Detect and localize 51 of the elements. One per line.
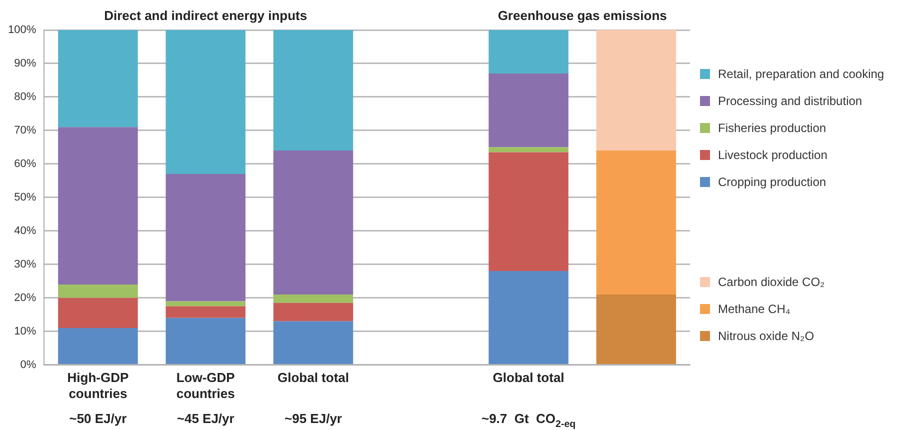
y-tick-label: 80% <box>14 90 36 103</box>
bar <box>273 150 354 294</box>
y-tick-label: 0% <box>20 358 36 371</box>
bar <box>596 30 676 151</box>
y-tick-label: 90% <box>14 58 36 70</box>
bar <box>596 150 676 294</box>
bar <box>58 127 138 284</box>
bar <box>58 298 138 328</box>
y-tick-label: 60% <box>14 158 36 170</box>
x-tick-label: Global total <box>492 370 564 386</box>
bar <box>273 302 354 322</box>
bar <box>273 294 354 303</box>
y-tick-label: 20% <box>14 292 36 304</box>
bar <box>488 152 568 272</box>
bar <box>58 284 138 298</box>
x-tick-label: Low-GDP countries <box>176 370 236 401</box>
chart-subtitle: Greenhouse gas emissions <box>498 8 667 23</box>
legend-label: Methane CH₄ <box>718 302 790 316</box>
bar <box>166 30 246 174</box>
bar <box>488 30 568 74</box>
bar <box>166 301 246 306</box>
bar <box>273 30 354 151</box>
y-tick-label: 100% <box>8 24 36 36</box>
y-tick-label: 10% <box>14 325 36 338</box>
y-tick-label: 50% <box>14 191 36 204</box>
bar <box>166 174 246 302</box>
legend-label: Retail, preparation and cooking <box>718 67 884 81</box>
bar <box>488 74 568 148</box>
legend-label: Nitrous oxide N₂O <box>718 329 814 343</box>
bar <box>488 271 568 364</box>
legend-label: Processing and distribution <box>718 94 862 108</box>
text: ~50 EJ/yr <box>69 411 127 426</box>
bar <box>58 328 138 364</box>
y-tick-label: 70% <box>14 124 36 136</box>
bar <box>166 318 246 364</box>
bar <box>166 306 246 318</box>
bar <box>58 30 138 128</box>
text: ~95 EJ/yr <box>284 411 342 426</box>
bar <box>596 294 676 364</box>
x-tick-label: High-GDP countries <box>67 370 129 401</box>
bar <box>488 147 568 152</box>
legend-label: Livestock production <box>718 148 828 162</box>
legend-label: Fisheries production <box>718 121 826 135</box>
y-tick-label: 30% <box>14 258 36 270</box>
text: ~45 EJ/yr <box>176 411 234 426</box>
x-tick-label: Global total <box>277 370 349 386</box>
legend-label: Cropping production <box>718 175 826 189</box>
legend-label: Carbon dioxide CO₂ <box>718 275 825 289</box>
y-tick-label: 40% <box>14 224 36 237</box>
bar <box>273 321 354 364</box>
chart-title: Direct and indirect energy inputs <box>104 8 308 23</box>
